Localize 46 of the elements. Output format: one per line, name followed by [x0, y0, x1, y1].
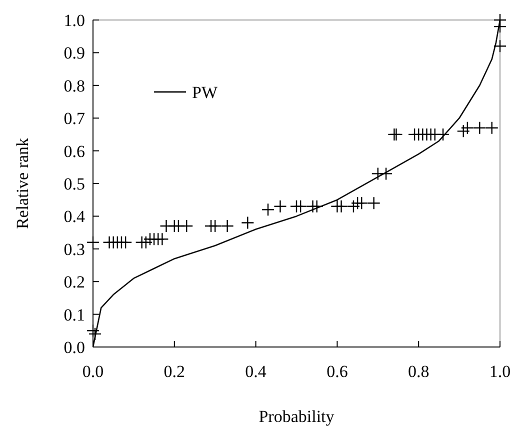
x-tick-label: 0.6	[326, 362, 348, 381]
point	[346, 200, 360, 213]
x-tick-label: 0.0	[82, 362, 104, 381]
point	[493, 40, 507, 53]
y-tick-label: 0.4	[64, 207, 86, 226]
point	[334, 200, 348, 213]
point	[88, 327, 102, 341]
point	[208, 219, 222, 233]
point	[220, 219, 234, 233]
point	[86, 236, 100, 249]
legend-label: PW	[192, 82, 219, 102]
point	[180, 219, 194, 233]
y-tick-label: 0.0	[64, 338, 85, 357]
x-axis-title: Probability	[258, 407, 335, 426]
y-tick-label: 0.7	[64, 109, 86, 128]
y-tick-label: 0.2	[64, 272, 85, 292]
point	[493, 13, 507, 27]
x-tick-label: 0.4	[245, 362, 267, 381]
point	[310, 200, 324, 213]
point	[139, 236, 153, 249]
point	[456, 124, 470, 138]
point	[118, 236, 132, 249]
point	[460, 121, 474, 135]
y-tick-label: 0.9	[64, 44, 85, 63]
y-tick-label: 0.8	[64, 76, 85, 96]
point	[156, 232, 169, 246]
point	[367, 196, 380, 210]
point	[473, 121, 486, 135]
y-tick-label: 1.0	[64, 10, 85, 30]
x-tick-label: 1.0	[489, 362, 511, 381]
x-tick-label: 0.8	[408, 362, 430, 381]
point	[355, 196, 368, 210]
point	[86, 324, 100, 338]
y-tick-label: 0.3	[64, 240, 85, 259]
y-tick-label: 0.6	[64, 142, 85, 161]
x-tick-label: 0.2	[164, 362, 186, 381]
y-tick-label: 0.5	[64, 174, 85, 194]
point	[436, 128, 450, 142]
y-tick-label: 0.1	[64, 305, 85, 324]
y-axis-title: Relative rank	[13, 137, 32, 230]
point	[274, 200, 287, 213]
point	[294, 200, 308, 213]
point	[241, 216, 254, 230]
point	[485, 121, 498, 135]
point	[261, 203, 275, 216]
point	[379, 167, 393, 180]
